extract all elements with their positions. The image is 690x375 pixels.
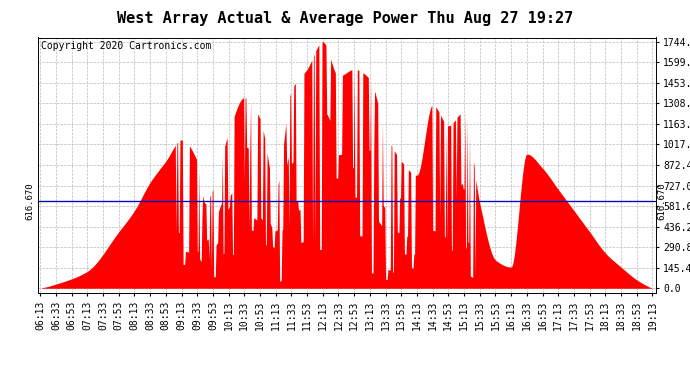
Text: 616.670: 616.670 xyxy=(26,182,34,220)
Text: Copyright 2020 Cartronics.com: Copyright 2020 Cartronics.com xyxy=(41,41,212,51)
Text: West Array Actual & Average Power Thu Aug 27 19:27: West Array Actual & Average Power Thu Au… xyxy=(117,11,573,26)
Text: 616.670: 616.670 xyxy=(657,182,666,220)
